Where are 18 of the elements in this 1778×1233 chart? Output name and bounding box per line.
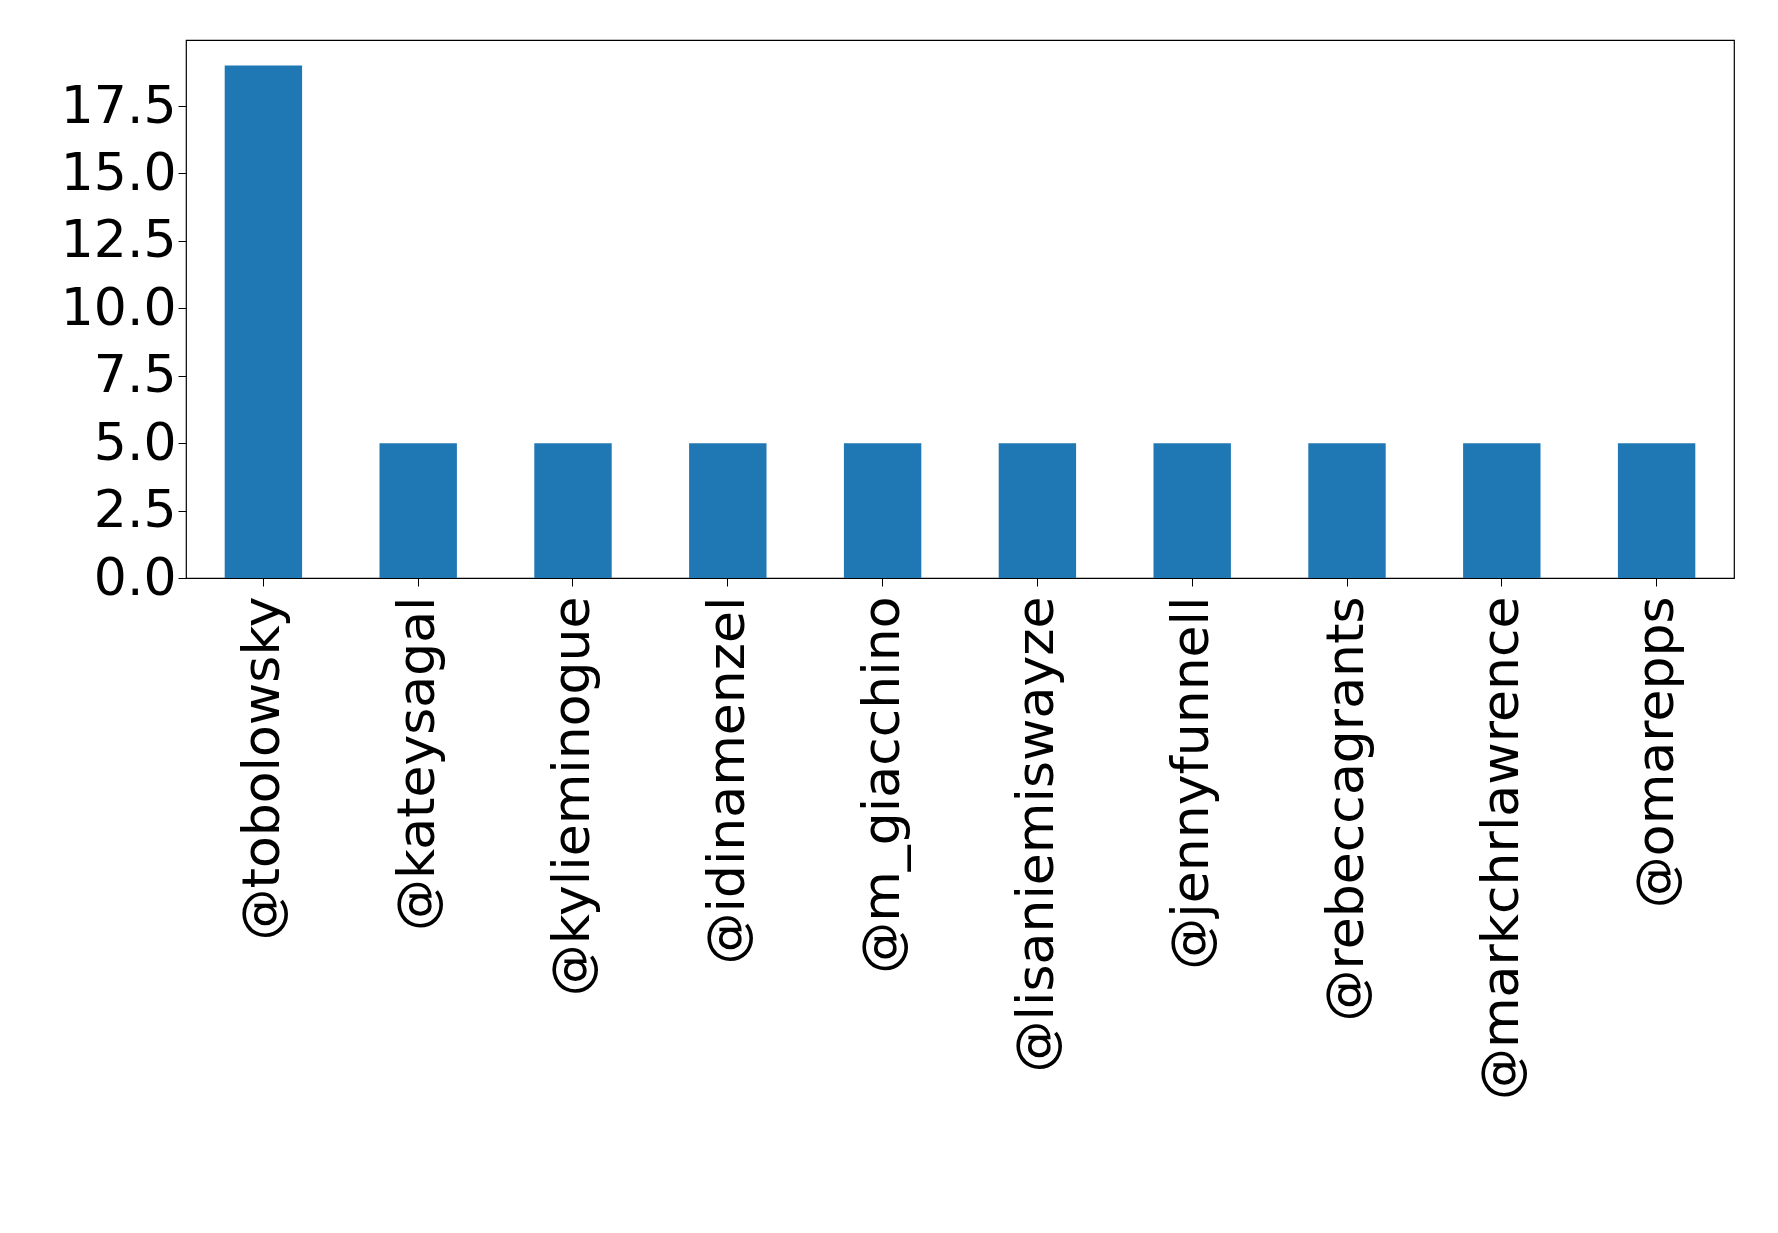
- y-tick-label: 5.0: [93, 411, 177, 472]
- x-tick-label: @idinamenzel: [695, 596, 756, 965]
- x-tick-label: @kylieminogue: [541, 596, 601, 997]
- x-tick-label: @rebeccagrants: [1315, 596, 1375, 1022]
- x-tick-label: @markchrlawrence: [1469, 596, 1530, 1101]
- x-tick-label: @m_giacchino: [850, 596, 911, 974]
- y-tick-label: 12.5: [60, 209, 177, 270]
- y-tick-label: 17.5: [60, 74, 177, 135]
- y-tick-label: 15.0: [60, 141, 177, 202]
- x-tick-label: @jennyfunnell: [1160, 596, 1221, 970]
- y-tick-label: 0.0: [93, 546, 177, 607]
- y-tick-label: 2.5: [93, 479, 177, 540]
- y-tick-label: 10.0: [60, 276, 177, 337]
- y-tick-label: 7.5: [93, 344, 177, 405]
- x-tick-label: @kateysagal: [386, 596, 447, 931]
- x-tick-label: @lisaniemiswayze: [1005, 596, 1066, 1073]
- x-tick-label: @tobolowsky: [231, 596, 292, 941]
- x-tick-label: @omarepps: [1624, 596, 1685, 909]
